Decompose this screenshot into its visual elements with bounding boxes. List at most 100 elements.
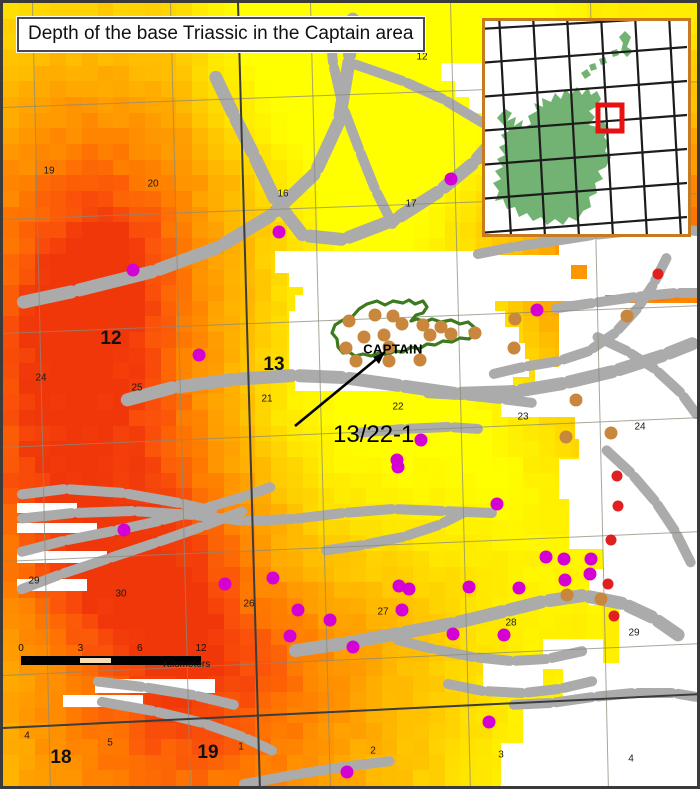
block-label: 21: [261, 393, 273, 405]
well-symbol-brown[interactable]: [382, 354, 396, 368]
well-symbol-red[interactable]: [602, 578, 614, 590]
block-label: 2: [370, 745, 376, 757]
well-symbol-brown[interactable]: [377, 328, 391, 342]
block-label: 4: [24, 730, 30, 742]
scale-bar-ticks: 0 3 6 12: [18, 643, 206, 656]
well-symbol-magenta[interactable]: [340, 765, 354, 779]
scale-bar: 0 3 6 12 Kilometers: [18, 643, 210, 677]
block-label: 24: [634, 421, 646, 433]
well-symbol-brown[interactable]: [434, 320, 448, 334]
block-label: 4: [628, 753, 634, 765]
block-label: 5: [107, 737, 113, 749]
well-symbol-brown[interactable]: [444, 327, 458, 341]
well-symbol-magenta[interactable]: [583, 567, 597, 581]
well-symbol-magenta[interactable]: [117, 523, 131, 537]
well-symbol-magenta[interactable]: [291, 603, 305, 617]
well-symbol-red[interactable]: [611, 470, 623, 482]
well-symbol-magenta[interactable]: [584, 552, 598, 566]
well-symbol-magenta[interactable]: [414, 433, 428, 447]
block-label: 16: [277, 188, 289, 200]
well-symbol-magenta[interactable]: [530, 303, 544, 317]
well-symbol-brown[interactable]: [413, 353, 427, 367]
well-symbol-brown[interactable]: [349, 354, 363, 368]
scale-tick: 6: [137, 643, 143, 654]
well-symbol-magenta[interactable]: [512, 581, 526, 595]
well-symbol-magenta[interactable]: [395, 603, 409, 617]
block-label: 1: [238, 741, 244, 753]
well-symbol-brown[interactable]: [559, 430, 573, 444]
block-label: 29: [628, 627, 640, 639]
well-symbol-brown[interactable]: [604, 426, 618, 440]
well-symbol-brown[interactable]: [342, 314, 356, 328]
block-label: 26: [243, 598, 255, 610]
well-symbol-magenta[interactable]: [446, 627, 460, 641]
well-symbol-brown[interactable]: [382, 340, 396, 354]
well-symbol-magenta[interactable]: [283, 629, 297, 643]
block-label: 17: [405, 198, 417, 210]
well-symbol-magenta[interactable]: [126, 263, 140, 277]
well-symbol-magenta[interactable]: [346, 640, 360, 654]
well-symbol-brown[interactable]: [339, 341, 353, 355]
captain-field-label: CAPTAIN: [363, 341, 423, 357]
well-symbol-red[interactable]: [605, 534, 617, 546]
well-symbol-magenta[interactable]: [192, 348, 206, 362]
annotation-leader-line: [294, 350, 386, 428]
inset-quadrant-grid: [485, 21, 688, 234]
well-symbol-magenta[interactable]: [557, 552, 571, 566]
captain-field-outline: [330, 298, 477, 358]
well-symbol-magenta[interactable]: [490, 497, 504, 511]
well-symbol-magenta[interactable]: [444, 172, 458, 186]
block-label: 24: [35, 372, 47, 384]
well-symbol-magenta[interactable]: [539, 550, 553, 564]
well-symbol-red[interactable]: [608, 610, 620, 622]
quadrant-label: 12: [100, 328, 122, 349]
block-label: 25: [131, 382, 143, 394]
well-symbol-brown[interactable]: [508, 312, 522, 326]
well-symbol-magenta[interactable]: [392, 579, 406, 593]
well-symbol-red[interactable]: [612, 500, 624, 512]
inset-highlight-box: [595, 102, 625, 134]
well-symbol-magenta[interactable]: [558, 573, 572, 587]
well-symbol-brown[interactable]: [569, 393, 583, 407]
quadrant-label: 19: [197, 742, 219, 763]
scale-tick: 12: [195, 643, 207, 654]
well-symbol-brown[interactable]: [594, 592, 608, 606]
well-symbol-magenta[interactable]: [402, 582, 416, 596]
well-symbol-brown[interactable]: [368, 308, 382, 322]
well-symbol-magenta[interactable]: [462, 580, 476, 594]
well-symbol-magenta[interactable]: [390, 453, 404, 467]
map-title: Depth of the base Triassic in the Captai…: [17, 17, 425, 52]
block-label: 19: [43, 165, 55, 177]
well-symbol-magenta[interactable]: [497, 628, 511, 642]
well-symbol-brown[interactable]: [357, 330, 371, 344]
well-symbol-magenta[interactable]: [323, 613, 337, 627]
fault-segment: [482, 686, 528, 699]
block-label: 27: [377, 606, 389, 618]
scale-tick: 3: [77, 643, 84, 654]
fault-segment: [72, 505, 138, 518]
well-symbol-brown[interactable]: [560, 588, 574, 602]
scale-bar-graphic: [21, 656, 201, 665]
block-label: 22: [392, 401, 404, 413]
well-symbol-brown[interactable]: [423, 328, 437, 342]
block-label: 3: [498, 749, 504, 761]
fault-segment: [675, 288, 697, 298]
block-label: 29: [28, 575, 40, 587]
well-symbol-magenta[interactable]: [482, 715, 496, 729]
well-symbol-brown[interactable]: [416, 318, 430, 332]
block-label: 23: [517, 411, 529, 423]
well-symbol-brown[interactable]: [507, 341, 521, 355]
discovery-well-label: 13/22-1: [333, 421, 415, 448]
well-symbol-brown[interactable]: [620, 309, 634, 323]
well-symbol-red[interactable]: [652, 268, 664, 280]
well-symbol-magenta[interactable]: [266, 571, 280, 585]
well-symbol-magenta[interactable]: [218, 577, 232, 591]
quadrant-label: 13: [263, 354, 285, 375]
fault-segment: [392, 504, 448, 517]
well-symbol-brown[interactable]: [468, 326, 482, 340]
scale-tick: 0: [18, 643, 24, 654]
well-symbol-magenta[interactable]: [272, 225, 286, 239]
well-symbol-brown[interactable]: [395, 317, 409, 331]
fault-segment: [633, 688, 677, 698]
